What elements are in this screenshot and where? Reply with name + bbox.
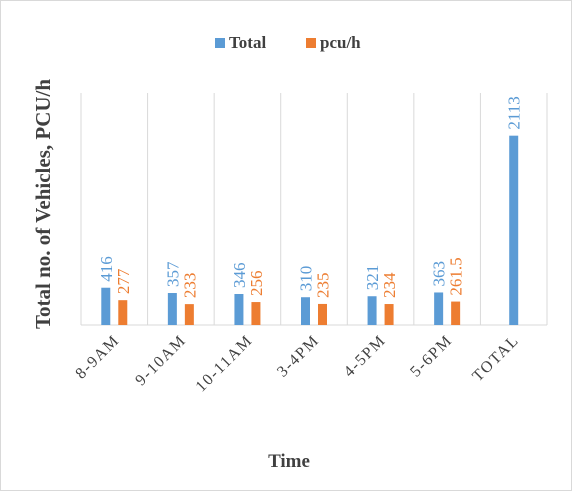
data-label-total: 357 [163,261,182,287]
bar-total [301,297,310,325]
bar-pcu [451,301,461,325]
legend: Total pcu/h [215,33,361,52]
x-tick-label: 9-10AM [132,332,189,389]
data-label-pcu: 261.5 [447,257,466,295]
data-label-total: 346 [230,262,249,288]
data-label-pcu: 233 [180,273,199,299]
bar-total [101,287,111,325]
data-label-pcu: 277 [114,268,133,294]
bar-total [509,135,519,325]
data-label-total: 321 [363,265,382,291]
x-tick-label: 8-9AM [72,332,123,383]
legend-label-total: Total [229,33,266,52]
legend-label-pcu: pcu/h [320,33,361,52]
bar-total [434,292,444,325]
x-tick-label: 5-6PM [407,332,456,381]
data-label-total: 416 [97,256,116,282]
x-tick-label: TOTAL [469,332,522,385]
data-label-pcu: 234 [380,272,399,298]
bar-pcu [184,304,194,325]
bars [101,135,519,325]
data-label-total: 2113 [505,96,524,129]
x-tick-label: 4-5PM [341,332,390,381]
bar-pcu [251,302,261,325]
data-label-total: 363 [430,261,449,287]
legend-swatch-total [215,38,225,48]
x-tick-label: 10-11AM [193,332,257,396]
y-axis-title: Total no. of Vehicles, PCU/h [31,79,55,329]
bar-pcu [118,300,128,325]
legend-swatch-pcu [306,38,316,48]
x-axis-title: Time [268,451,310,472]
x-tick-labels: 8-9AM 9-10AM 10-11AM 3-4PM 4-5PM 5-6PM TOTAL [72,332,522,396]
data-label-pcu: 235 [314,272,333,298]
bar-pcu [318,303,327,325]
bar-total [234,293,244,325]
bar-pcu [384,304,394,325]
data-label-total: 310 [297,266,316,292]
category-gridlines [80,93,548,325]
bar-total [367,296,377,325]
x-tick-label: 3-4PM [274,332,323,381]
bar-total [167,293,177,325]
data-label-pcu: 256 [247,271,266,297]
